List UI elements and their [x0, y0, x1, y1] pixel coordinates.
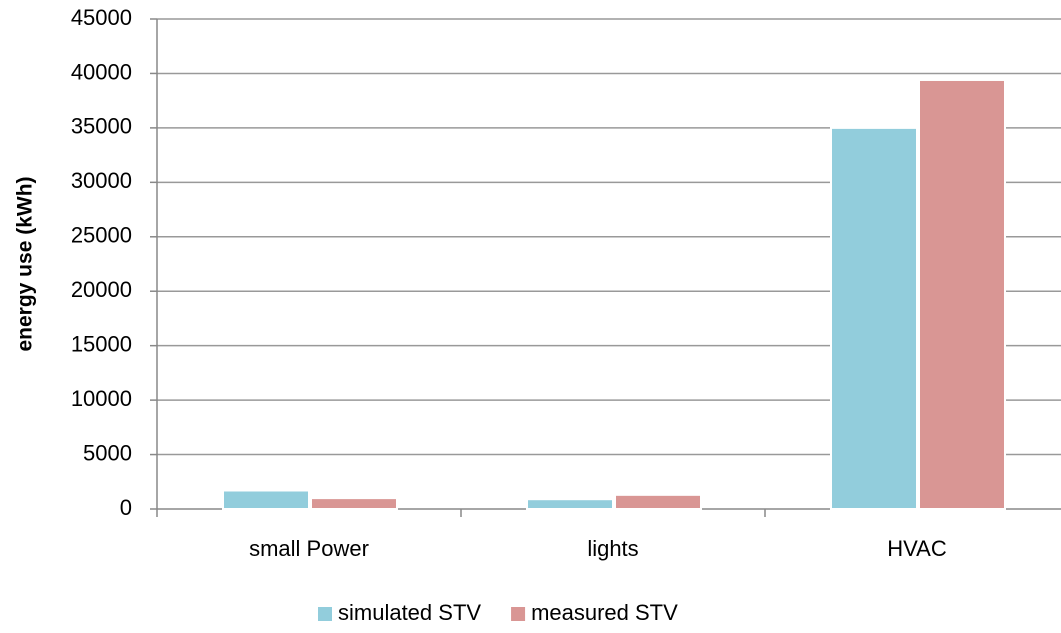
legend-swatch: [318, 607, 332, 621]
bar: [830, 126, 918, 510]
bar: [918, 78, 1006, 510]
y-tick-label: 30000: [71, 168, 132, 193]
y-tick-label: 5000: [83, 440, 132, 465]
bar: [614, 493, 702, 511]
legend-label: simulated STV: [338, 600, 481, 625]
y-tick-label: 25000: [71, 223, 132, 248]
y-tick-label: 10000: [71, 386, 132, 411]
legend-swatch: [511, 607, 526, 621]
x-tick-label: HVAC: [887, 536, 947, 561]
x-tick-label: small Power: [249, 536, 369, 561]
bar: [526, 498, 614, 511]
y-tick-label: 35000: [71, 114, 132, 139]
y-tick-label: 15000: [71, 331, 132, 356]
y-tick-label: 40000: [71, 59, 132, 84]
bar: [222, 489, 310, 511]
y-axis-label: energy use (kWh): [14, 176, 37, 351]
y-tick-label: 0: [120, 495, 132, 520]
y-tick-label: 20000: [71, 277, 132, 302]
legend-label: measured STV: [531, 600, 678, 625]
x-tick-label: lights: [587, 536, 638, 561]
bar: [310, 497, 398, 511]
y-tick-label: 45000: [71, 5, 132, 30]
